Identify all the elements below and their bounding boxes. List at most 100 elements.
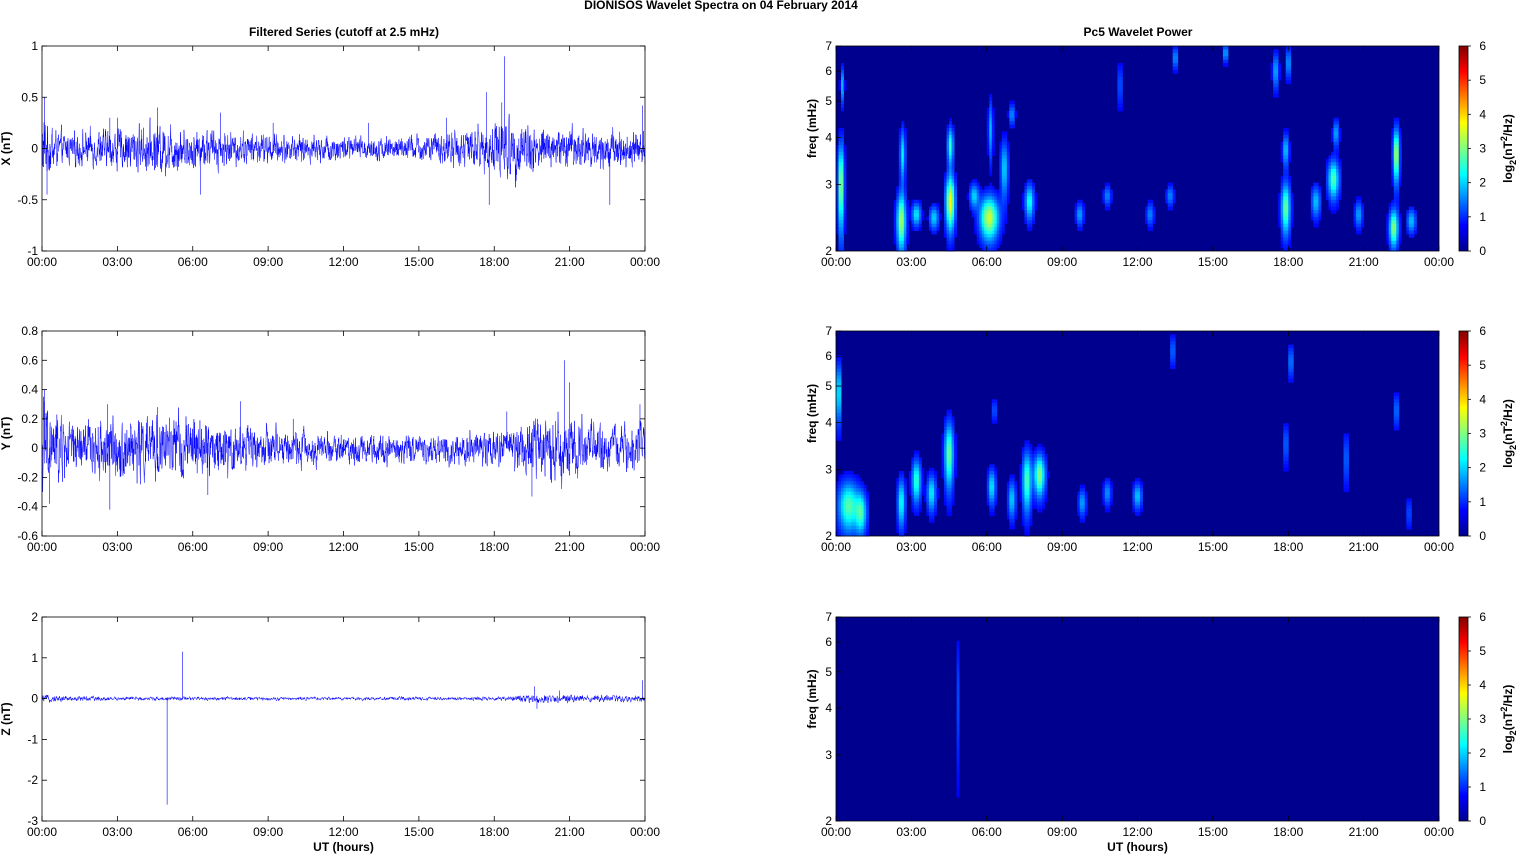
y-axis-label: freq (mHz) bbox=[805, 384, 819, 443]
power-cell bbox=[1026, 196, 1030, 201]
power-cell bbox=[976, 240, 980, 245]
power-cell bbox=[1029, 464, 1033, 469]
power-cell bbox=[986, 148, 990, 153]
power-cell bbox=[1393, 402, 1397, 407]
power-cell bbox=[956, 671, 960, 676]
power-cell bbox=[951, 182, 955, 187]
power-cell bbox=[944, 426, 947, 431]
power-cell bbox=[841, 80, 844, 84]
power-cell bbox=[989, 508, 993, 513]
power-cell bbox=[1009, 491, 1013, 496]
power-cell bbox=[991, 477, 995, 482]
power-cell bbox=[1140, 495, 1143, 499]
power-cell bbox=[1021, 522, 1025, 527]
power-cell bbox=[1004, 199, 1008, 204]
power-cell bbox=[841, 107, 844, 112]
power-cell bbox=[994, 237, 998, 242]
power-cell bbox=[836, 361, 839, 366]
y-tick-label: 0 bbox=[31, 142, 38, 156]
power-cell bbox=[1031, 192, 1035, 197]
power-cell bbox=[901, 512, 905, 516]
power-cell bbox=[1280, 230, 1284, 235]
power-cell bbox=[1026, 518, 1030, 523]
power-cell bbox=[921, 213, 925, 218]
power-cell bbox=[1393, 199, 1397, 204]
power-cell bbox=[991, 471, 995, 475]
colorbar-tick-label: 3 bbox=[1479, 142, 1486, 156]
power-cell bbox=[1031, 203, 1035, 207]
power-cell bbox=[946, 182, 950, 187]
power-cell bbox=[1313, 210, 1317, 214]
power-cell bbox=[841, 505, 844, 510]
power-cell bbox=[1082, 501, 1086, 506]
power-cell bbox=[911, 467, 915, 472]
x-tick-label: 03:00 bbox=[102, 825, 132, 839]
power-cell bbox=[996, 220, 1000, 225]
colorbar-tick-label: 5 bbox=[1479, 358, 1486, 372]
power-cell bbox=[989, 169, 993, 173]
power-cell bbox=[1026, 179, 1030, 184]
power-cell bbox=[1396, 233, 1400, 238]
power-cell bbox=[843, 203, 847, 207]
power-cell bbox=[1275, 59, 1279, 64]
power-cell bbox=[991, 196, 995, 201]
power-cell bbox=[851, 525, 854, 530]
power-cell bbox=[1396, 213, 1400, 218]
power-cell bbox=[1393, 131, 1397, 136]
power-cell bbox=[1170, 182, 1174, 187]
power-cell bbox=[1396, 162, 1400, 166]
power-cell bbox=[848, 484, 852, 489]
power-cell bbox=[836, 145, 839, 149]
power-cell bbox=[838, 378, 842, 383]
y-tick-label: 4 bbox=[825, 416, 832, 430]
power-cell bbox=[1283, 216, 1287, 221]
power-cell bbox=[838, 158, 842, 163]
power-cell bbox=[954, 192, 957, 197]
power-cell bbox=[994, 413, 998, 417]
power-cell bbox=[1077, 495, 1081, 499]
power-cell bbox=[901, 169, 905, 173]
power-cell bbox=[1029, 210, 1033, 214]
power-cell bbox=[1109, 481, 1113, 486]
power-cell bbox=[1119, 80, 1123, 84]
power-cell bbox=[956, 674, 960, 679]
power-cell bbox=[843, 223, 847, 228]
power-cell bbox=[836, 203, 839, 207]
power-cell bbox=[1398, 131, 1402, 136]
power-cell bbox=[976, 227, 980, 231]
power-cell bbox=[1333, 145, 1337, 149]
power-cell bbox=[1044, 498, 1048, 503]
power-cell bbox=[928, 484, 932, 489]
power-cell bbox=[1290, 354, 1294, 359]
power-cell bbox=[861, 491, 865, 496]
power-cell bbox=[1275, 83, 1279, 88]
power-cell bbox=[949, 155, 952, 160]
power-cell bbox=[836, 223, 839, 228]
power-cell bbox=[1313, 196, 1317, 201]
power-cell bbox=[1140, 484, 1143, 489]
power-cell bbox=[1393, 138, 1397, 143]
power-cell bbox=[903, 182, 907, 187]
power-cell bbox=[918, 203, 922, 207]
power-cell bbox=[1014, 484, 1018, 489]
power-cell bbox=[893, 216, 897, 221]
power-cell bbox=[901, 471, 905, 475]
power-cell bbox=[949, 508, 952, 513]
power-cell bbox=[896, 498, 900, 503]
power-cell bbox=[1077, 206, 1081, 211]
power-cell bbox=[1361, 210, 1365, 214]
power-cell bbox=[976, 186, 980, 190]
power-cell bbox=[1004, 141, 1008, 146]
power-cell bbox=[951, 491, 955, 496]
power-cell bbox=[1074, 206, 1078, 211]
power-cell bbox=[893, 210, 897, 214]
power-cell bbox=[903, 223, 907, 228]
x-tick-label: 18:00 bbox=[1273, 540, 1303, 554]
power-cell bbox=[918, 213, 922, 218]
power-cell bbox=[1137, 484, 1141, 489]
power-cell bbox=[913, 450, 917, 455]
power-cell bbox=[1004, 216, 1008, 221]
power-cell bbox=[863, 498, 867, 503]
power-cell bbox=[858, 495, 862, 499]
power-cell bbox=[1079, 213, 1083, 218]
